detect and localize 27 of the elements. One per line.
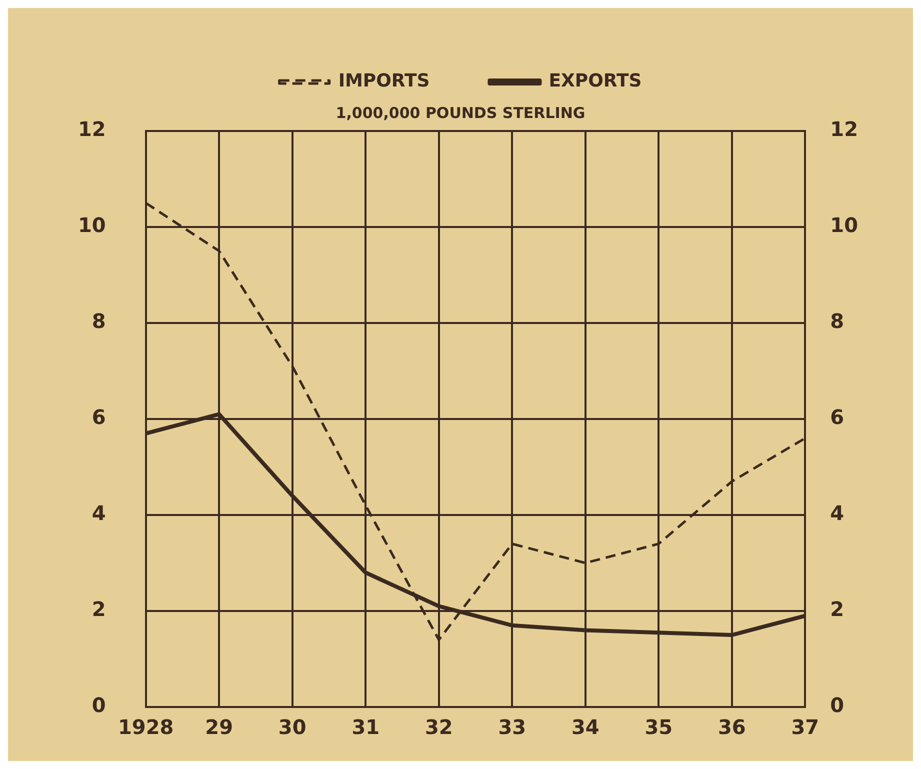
- y2-tick-label: 10: [830, 213, 858, 238]
- y2-tick-label: 0: [830, 693, 844, 718]
- y-tick-label: 0: [92, 693, 106, 718]
- y2-tick-label: 4: [830, 501, 844, 526]
- x-tick-label: 30: [278, 715, 306, 740]
- legend-label: IMPORTS: [338, 70, 430, 92]
- x-tick-label: 31: [352, 715, 380, 740]
- y2-tick-label: 6: [830, 405, 844, 430]
- y-tick-label: 10: [78, 213, 106, 238]
- legend-label: EXPORTS: [548, 70, 642, 92]
- y-tick-label: 12: [78, 117, 106, 142]
- x-tick-label: 37: [791, 715, 820, 740]
- y2-tick-label: 12: [830, 117, 858, 142]
- y-tick-label: 8: [92, 309, 106, 334]
- x-tick-label: 32: [424, 715, 453, 740]
- x-tick-label: 29: [205, 715, 234, 740]
- x-tick-label: 35: [644, 715, 673, 740]
- y-tick-label: 4: [92, 501, 106, 526]
- x-tick-label: 33: [498, 715, 526, 740]
- chart-title: 1,000,000 POUNDS STERLING: [336, 104, 586, 122]
- x-tick-label: 36: [718, 715, 746, 740]
- y-tick-label: 2: [92, 597, 106, 622]
- y2-tick-label: 8: [830, 309, 844, 334]
- y-tick-label: 6: [92, 405, 106, 430]
- x-tick-label: 1928: [118, 715, 174, 740]
- y2-tick-label: 2: [830, 597, 844, 622]
- x-tick-label: 34: [571, 715, 600, 740]
